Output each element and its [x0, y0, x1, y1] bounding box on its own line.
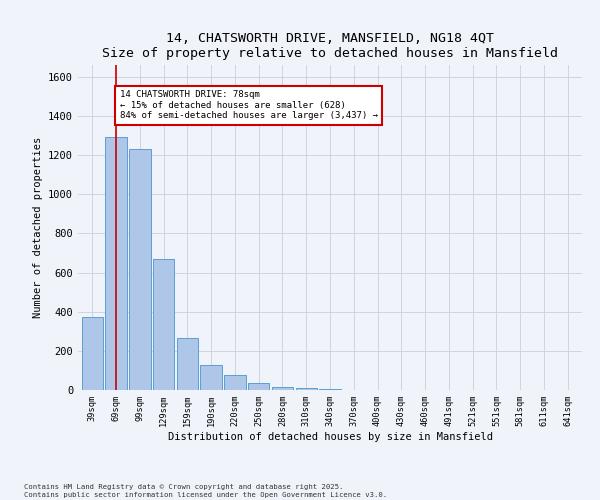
- Bar: [153, 259, 174, 390]
- Bar: [200, 364, 222, 390]
- Bar: [106, 138, 127, 390]
- Bar: [319, 389, 341, 390]
- Y-axis label: Number of detached properties: Number of detached properties: [32, 137, 43, 318]
- Bar: [82, 316, 103, 390]
- Text: 14 CHATSWORTH DRIVE: 78sqm
← 15% of detached houses are smaller (628)
84% of sem: 14 CHATSWORTH DRIVE: 78sqm ← 15% of deta…: [119, 90, 377, 120]
- Bar: [296, 388, 317, 390]
- X-axis label: Distribution of detached houses by size in Mansfield: Distribution of detached houses by size …: [167, 432, 493, 442]
- Text: Contains HM Land Registry data © Crown copyright and database right 2025.
Contai: Contains HM Land Registry data © Crown c…: [24, 484, 387, 498]
- Bar: [272, 387, 293, 390]
- Bar: [129, 149, 151, 390]
- Bar: [248, 383, 269, 390]
- Bar: [224, 376, 245, 390]
- Bar: [176, 338, 198, 390]
- Title: 14, CHATSWORTH DRIVE, MANSFIELD, NG18 4QT
Size of property relative to detached : 14, CHATSWORTH DRIVE, MANSFIELD, NG18 4Q…: [102, 32, 558, 60]
